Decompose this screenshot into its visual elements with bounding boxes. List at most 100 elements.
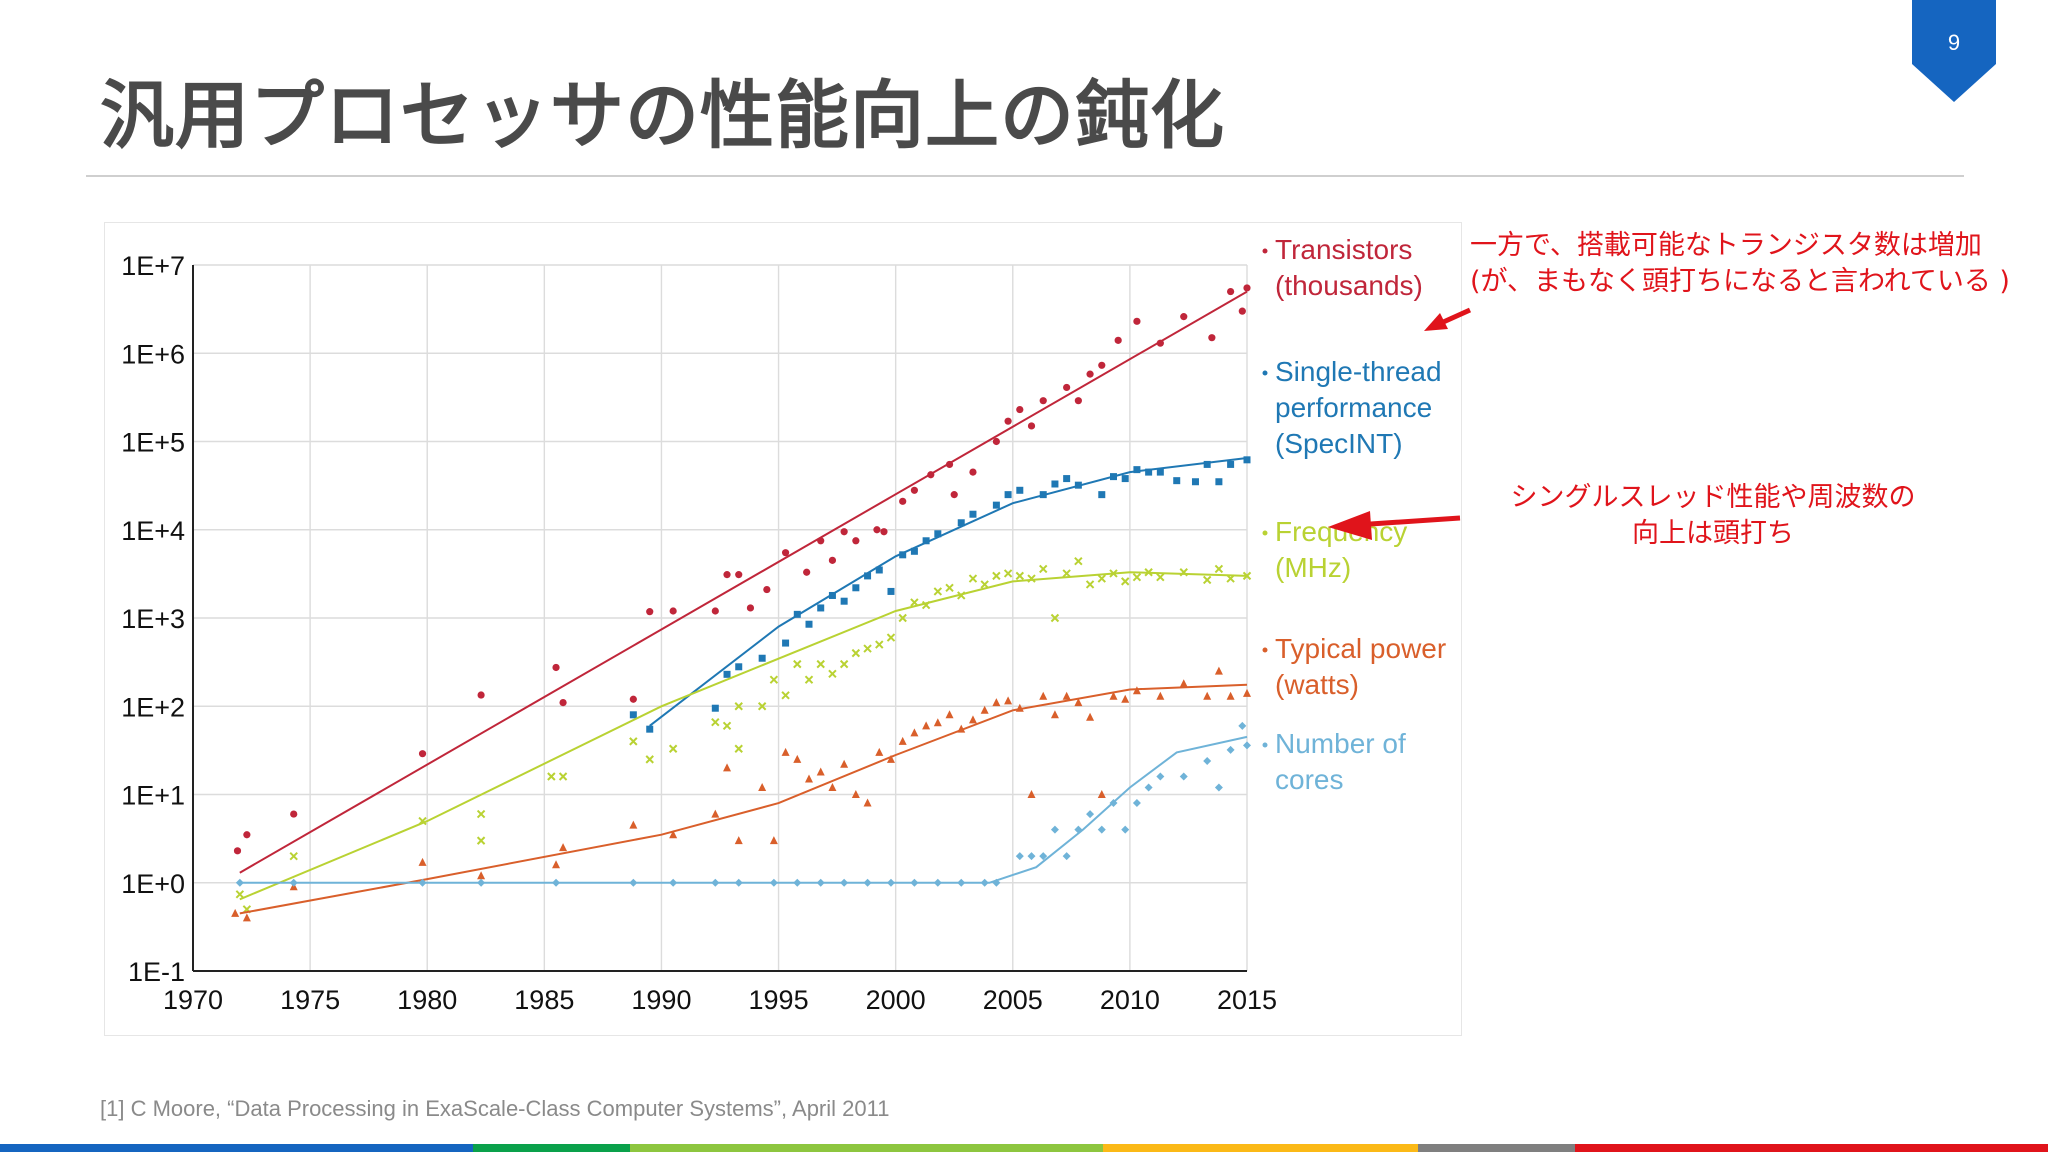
data-point xyxy=(559,698,567,707)
data-point xyxy=(863,878,872,887)
footer-segment xyxy=(1102,1144,1261,1152)
data-point xyxy=(782,639,790,647)
data-point xyxy=(1121,475,1129,483)
transistor-annotation: 一方で、搭載可能なトランジスタ数は増加 (が、まもなく頭打ちになると言われている… xyxy=(1470,228,2010,300)
data-point xyxy=(1214,783,1223,792)
data-point xyxy=(921,600,931,610)
legend-label: Transistors xyxy=(1275,234,1412,265)
data-point xyxy=(852,584,860,592)
data-point xyxy=(1027,574,1036,583)
data-point xyxy=(910,486,919,494)
data-point xyxy=(723,763,732,772)
data-point xyxy=(769,675,779,684)
data-point xyxy=(289,878,298,887)
legend-label: (MHz) xyxy=(1275,552,1351,583)
footer-segment xyxy=(787,1144,946,1152)
data-point xyxy=(646,608,654,616)
data-point xyxy=(957,591,966,600)
x-tick-label: 1985 xyxy=(514,985,574,1015)
data-point xyxy=(933,718,942,727)
data-point xyxy=(1109,691,1118,700)
data-point xyxy=(235,890,245,899)
y-tick-label: 1E+3 xyxy=(121,604,185,634)
data-point xyxy=(816,767,825,776)
data-point xyxy=(477,871,486,880)
data-point xyxy=(852,537,860,545)
data-point xyxy=(1063,475,1071,483)
data-point xyxy=(1202,575,1212,585)
data-point xyxy=(793,878,802,887)
data-point xyxy=(1156,691,1165,700)
data-point xyxy=(476,836,486,845)
x-tick-label: 2015 xyxy=(1217,985,1277,1015)
data-point xyxy=(235,878,244,887)
data-point xyxy=(1086,810,1095,819)
y-tick-label: 1E-1 xyxy=(128,957,185,987)
data-point xyxy=(863,644,872,653)
data-point xyxy=(1191,478,1199,486)
data-point xyxy=(803,568,811,576)
data-point xyxy=(1226,745,1235,754)
data-point xyxy=(769,836,778,845)
data-point xyxy=(922,721,931,730)
trend-line xyxy=(239,571,1248,901)
data-point xyxy=(957,724,966,733)
data-point xyxy=(863,798,872,807)
data-point xyxy=(1098,361,1106,369)
data-point xyxy=(1039,491,1047,499)
page-number: 9 xyxy=(1947,30,1961,55)
data-point xyxy=(1243,456,1251,464)
page-number-badge xyxy=(1912,0,1996,102)
data-point xyxy=(910,547,918,555)
data-point xyxy=(898,613,907,623)
data-point xyxy=(781,549,790,557)
data-point xyxy=(1109,569,1118,578)
transistor-arrowhead xyxy=(1424,313,1448,331)
data-point xyxy=(734,836,743,845)
data-point xyxy=(1015,571,1025,581)
data-point xyxy=(992,698,1001,707)
data-point xyxy=(1156,572,1165,582)
data-point xyxy=(1050,825,1059,834)
data-point xyxy=(711,717,720,727)
data-point xyxy=(476,809,486,819)
data-point xyxy=(757,702,767,711)
data-point xyxy=(1004,417,1012,425)
footer-segment xyxy=(945,1144,1103,1152)
y-tick-label: 1E+6 xyxy=(121,339,185,369)
data-point xyxy=(1114,336,1122,344)
footer-segment xyxy=(472,1144,631,1152)
legend-label: cores xyxy=(1275,764,1343,795)
data-point xyxy=(1179,568,1188,577)
data-point xyxy=(233,847,242,855)
single-thread-annotation-line2: 向上は頭打ち xyxy=(1632,518,1794,549)
data-point xyxy=(735,571,743,579)
legend-label: (watts) xyxy=(1275,669,1359,700)
data-point xyxy=(1121,825,1130,834)
legend-marker xyxy=(1262,248,1268,254)
legend-label: (SpecINT) xyxy=(1275,428,1403,459)
data-point xyxy=(547,772,556,781)
data-point xyxy=(933,878,942,887)
data-point xyxy=(1179,772,1188,781)
data-point xyxy=(552,878,561,887)
data-point xyxy=(734,878,743,887)
data-point xyxy=(1133,466,1141,474)
data-point xyxy=(1144,568,1153,577)
data-point xyxy=(1063,383,1071,392)
data-point xyxy=(880,528,888,536)
data-point xyxy=(1144,783,1153,792)
y-tick-label: 1E+1 xyxy=(121,781,185,811)
data-point xyxy=(1062,569,1071,578)
y-tick-label: 1E+0 xyxy=(121,869,185,899)
data-point xyxy=(418,878,427,887)
data-point xyxy=(242,913,251,922)
data-point xyxy=(418,816,427,826)
data-point xyxy=(980,705,989,714)
data-point xyxy=(1132,686,1141,695)
data-point xyxy=(629,820,638,829)
data-point xyxy=(886,633,896,642)
data-point xyxy=(968,574,978,583)
data-point xyxy=(1003,569,1013,578)
